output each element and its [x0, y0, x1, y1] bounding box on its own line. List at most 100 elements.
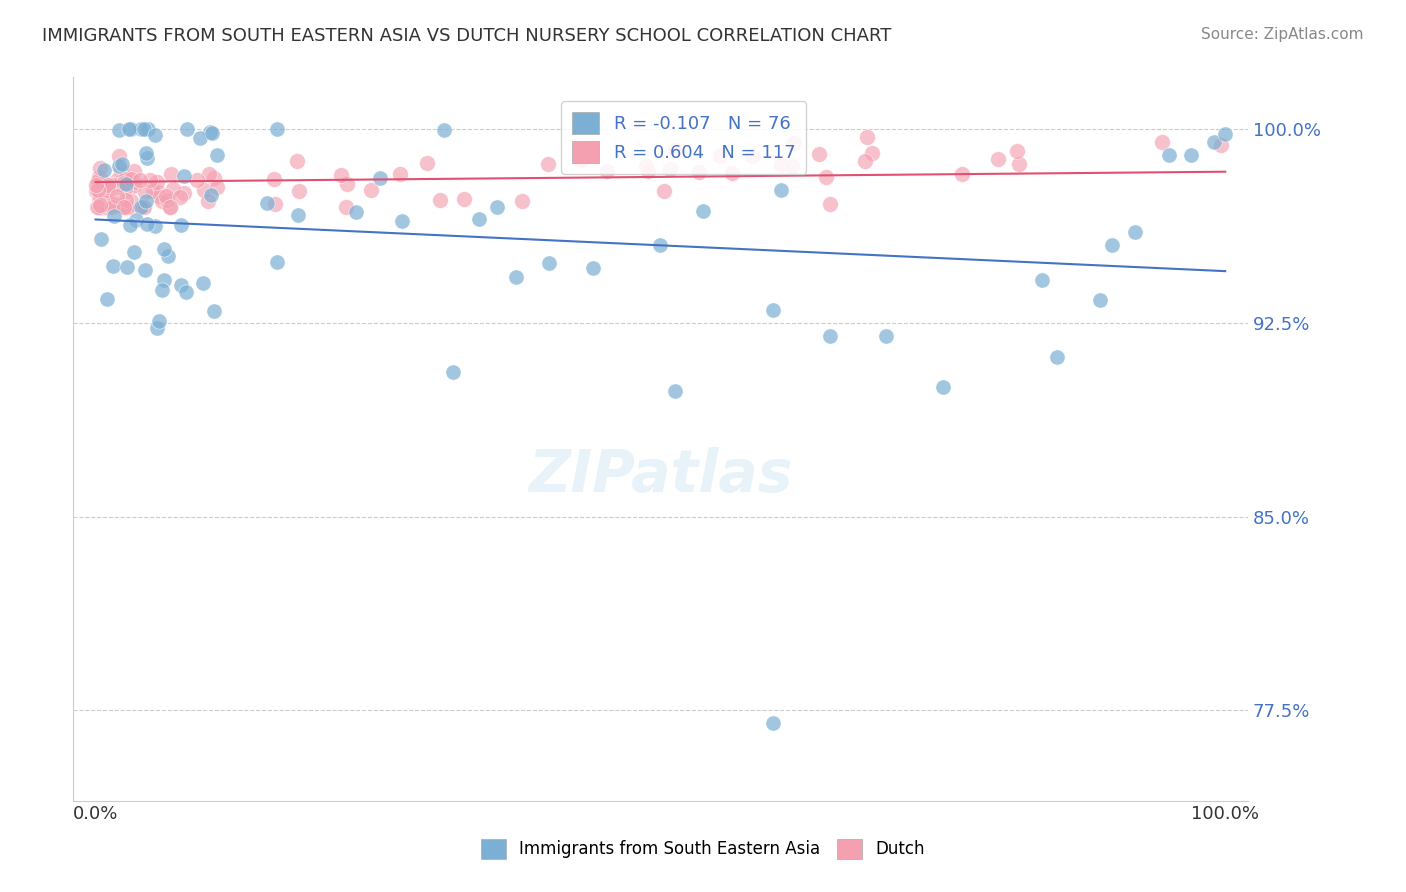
Point: [783, 136, 806, 151]
Point: [90, 200, 112, 214]
Point: [94, 200, 117, 214]
Point: [105, 173, 128, 187]
Point: [762, 302, 785, 317]
Point: [134, 200, 156, 214]
Point: [200, 125, 222, 139]
Text: ZIPatlas: ZIPatlas: [529, 447, 793, 504]
Point: [101, 178, 124, 192]
Point: [143, 128, 166, 142]
Point: [101, 196, 124, 211]
Point: [129, 200, 152, 214]
Point: [266, 255, 288, 269]
Point: [266, 122, 288, 136]
Point: [856, 130, 879, 145]
Point: [202, 303, 225, 318]
Point: [94, 189, 117, 203]
Point: [143, 219, 166, 234]
Point: [156, 249, 179, 263]
Point: [115, 178, 138, 192]
Point: [121, 174, 143, 188]
Point: [950, 167, 973, 181]
Text: IMMIGRANTS FROM SOUTH EASTERN ASIA VS DUTCH NURSERY SCHOOL CORRELATION CHART: IMMIGRANTS FROM SOUTH EASTERN ASIA VS DU…: [42, 27, 891, 45]
Point: [160, 168, 183, 182]
Point: [287, 208, 309, 222]
Point: [124, 175, 146, 189]
Point: [1213, 128, 1236, 142]
Point: [146, 321, 169, 335]
Point: [169, 190, 191, 204]
Point: [205, 180, 228, 194]
Point: [96, 292, 118, 306]
Point: [741, 149, 763, 163]
Point: [335, 200, 357, 214]
Point: [89, 173, 111, 187]
Point: [142, 184, 165, 198]
Point: [132, 122, 155, 136]
Point: [1090, 293, 1112, 307]
Point: [101, 259, 124, 273]
Point: [122, 179, 145, 194]
Point: [485, 200, 508, 214]
Point: [107, 149, 129, 163]
Point: [87, 170, 110, 185]
Point: [416, 155, 439, 169]
Point: [132, 200, 155, 214]
Point: [692, 203, 714, 218]
Point: [429, 193, 451, 207]
Point: [120, 218, 142, 232]
Point: [97, 183, 120, 197]
Point: [86, 183, 108, 197]
Point: [122, 177, 145, 191]
Point: [1180, 148, 1202, 162]
Point: [652, 184, 675, 198]
Point: [134, 263, 156, 277]
Point: [103, 179, 125, 194]
Legend: R = -0.107   N = 76, R = 0.604   N = 117: R = -0.107 N = 76, R = 0.604 N = 117: [561, 101, 806, 174]
Point: [93, 163, 115, 178]
Point: [135, 151, 157, 165]
Point: [115, 260, 138, 275]
Point: [1202, 135, 1225, 149]
Point: [112, 177, 135, 191]
Point: [89, 192, 111, 206]
Point: [658, 161, 681, 176]
Point: [860, 146, 883, 161]
Point: [139, 173, 162, 187]
Point: [762, 716, 785, 731]
Point: [186, 173, 208, 187]
Point: [136, 217, 159, 231]
Point: [1046, 350, 1069, 364]
Point: [122, 245, 145, 260]
Point: [1031, 273, 1053, 287]
Point: [173, 186, 195, 201]
Point: [263, 171, 285, 186]
Point: [86, 182, 108, 196]
Point: [329, 168, 352, 182]
Point: [1101, 238, 1123, 252]
Point: [721, 166, 744, 180]
Point: [90, 232, 112, 246]
Point: [853, 153, 876, 168]
Point: [285, 154, 308, 169]
Point: [637, 164, 659, 178]
Point: [389, 167, 412, 181]
Point: [146, 175, 169, 189]
Point: [1211, 137, 1233, 152]
Point: [264, 197, 287, 211]
Point: [808, 147, 831, 161]
Point: [110, 174, 132, 188]
Point: [87, 200, 110, 214]
Point: [91, 172, 114, 186]
Point: [814, 169, 837, 184]
Point: [134, 185, 156, 199]
Point: [117, 200, 139, 214]
Point: [136, 122, 159, 136]
Point: [569, 153, 592, 168]
Point: [596, 164, 619, 178]
Point: [818, 196, 841, 211]
Point: [441, 365, 464, 379]
Point: [150, 283, 173, 297]
Point: [173, 169, 195, 184]
Point: [170, 218, 193, 232]
Point: [391, 214, 413, 228]
